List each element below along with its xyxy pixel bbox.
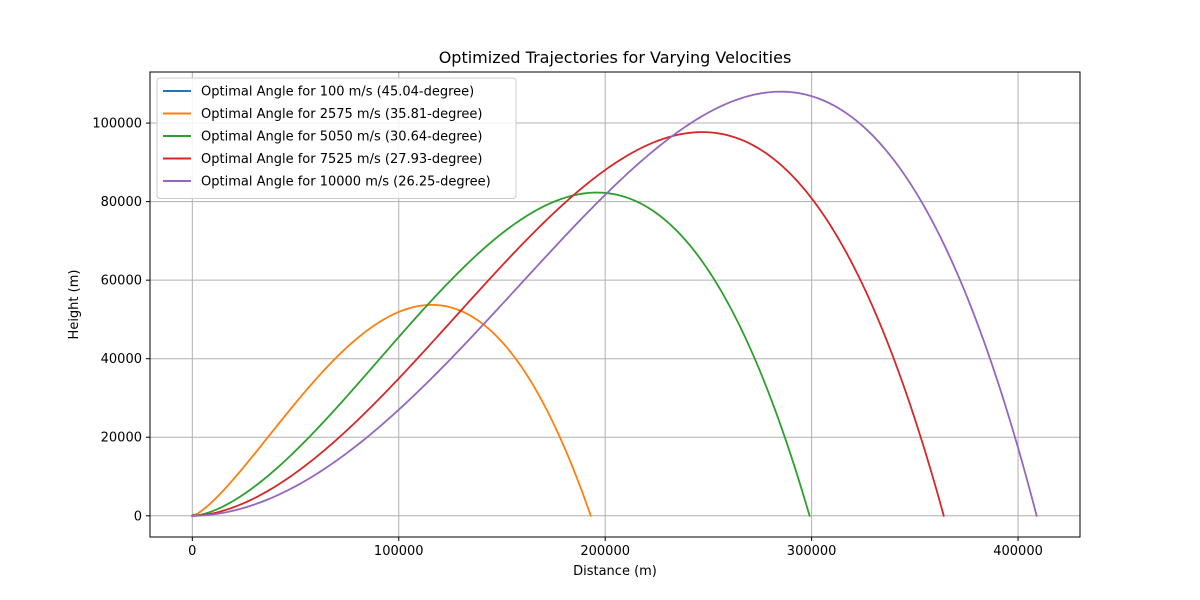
- series-line-2: [191, 303, 592, 517]
- series-layer: [191, 90, 1038, 517]
- legend: Optimal Angle for 100 m/s (45.04-degree)…: [156, 77, 517, 199]
- y-tick-label: 100000: [92, 117, 142, 132]
- legend-label: Optimal Angle for 7525 m/s (27.93-degree…: [201, 152, 482, 167]
- x-tick-label: 200000: [580, 544, 630, 559]
- series-line-4: [191, 131, 945, 517]
- plot-frame: [149, 71, 1081, 538]
- series-line-3: [191, 191, 811, 517]
- x-axis-label: Distance (m): [573, 564, 657, 579]
- x-tick-label: 300000: [787, 544, 837, 559]
- legend-label: Optimal Angle for 2575 m/s (35.81-degree…: [201, 107, 482, 122]
- x-tick-label: 0: [188, 544, 196, 559]
- series-line-5: [191, 90, 1038, 517]
- legend-label: Optimal Angle for 10000 m/s (26.25-degre…: [201, 175, 491, 190]
- legend-label: Optimal Angle for 100 m/s (45.04-degree): [201, 85, 474, 100]
- y-tick-label: 40000: [101, 352, 142, 367]
- chart-title: Optimized Trajectories for Varying Veloc…: [439, 48, 792, 67]
- x-tick-label: 100000: [374, 544, 424, 559]
- y-tick-label: 60000: [101, 274, 142, 289]
- y-axis-label: Height (m): [67, 270, 82, 340]
- x-tick-label: 400000: [993, 544, 1043, 559]
- y-tick-label: 0: [134, 509, 142, 524]
- legend-label: Optimal Angle for 5050 m/s (30.64-degree…: [201, 130, 482, 145]
- y-tick-label: 20000: [101, 431, 142, 446]
- y-tick-label: 80000: [101, 195, 142, 210]
- legend-box: [156, 77, 517, 199]
- ticks-layer: 0 100000 200000 300000 400000 0 20000 40000 6000…: [92, 117, 1043, 559]
